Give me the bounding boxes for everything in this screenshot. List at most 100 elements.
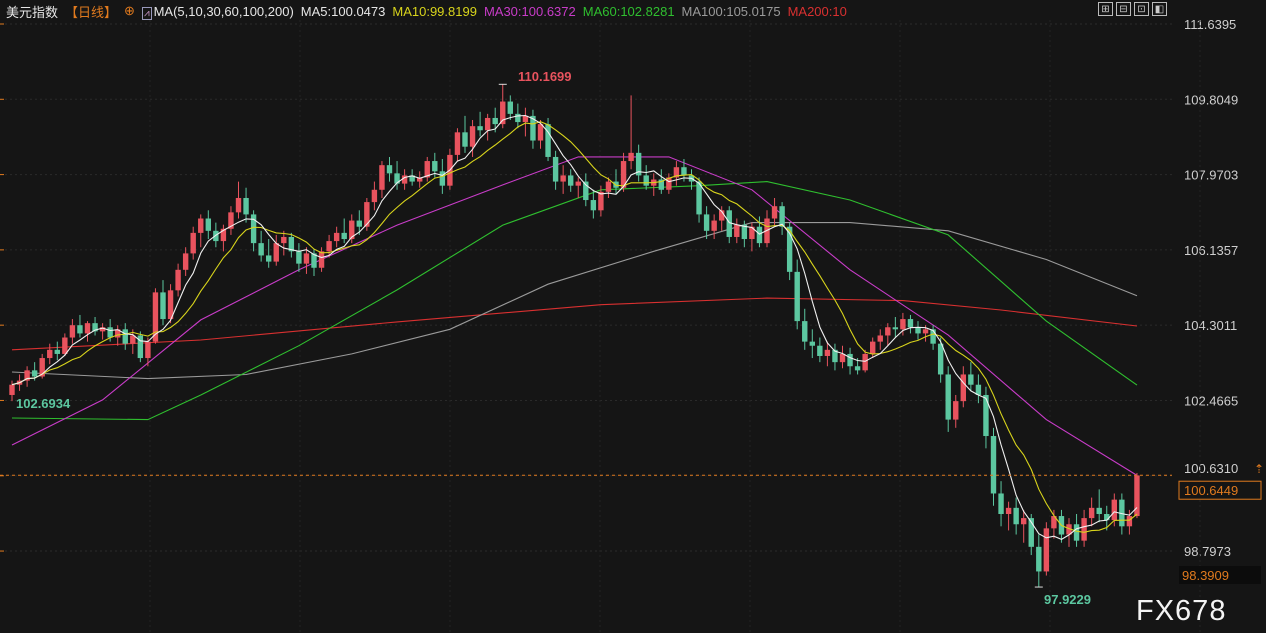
candle-body: [1028, 518, 1034, 547]
candle: [756, 216, 763, 248]
candle: [915, 321, 921, 340]
candle-body: [469, 126, 476, 147]
candle-body: [190, 232, 196, 254]
candle-body: [296, 251, 302, 264]
candle: [764, 210, 770, 248]
start-annotation: 102.6934: [16, 396, 71, 411]
candle: [69, 319, 76, 344]
candle-body: [500, 101, 506, 125]
candle-body: [900, 319, 906, 330]
candle-body: [1111, 499, 1117, 521]
candle: [953, 394, 959, 428]
candle: [1005, 501, 1012, 531]
candle-body: [915, 327, 921, 334]
candle-body: [54, 349, 60, 354]
y-tick-label: 107.9703: [1184, 168, 1238, 183]
candle-body: [205, 218, 211, 231]
candle-body: [77, 325, 83, 334]
candle-body: [817, 345, 823, 356]
candle: [54, 341, 60, 361]
candle-body: [228, 212, 234, 229]
candle-body: [711, 220, 717, 231]
candle: [628, 95, 634, 170]
period-label[interactable]: 【日线】: [65, 4, 118, 20]
ma-params[interactable]: ⩘ MA(5,10,30,60,100,200): [141, 3, 294, 20]
candle-body: [394, 173, 400, 184]
candle-body: [703, 214, 710, 231]
candle-body: [975, 384, 982, 395]
candle: [741, 220, 748, 248]
candle-body: [9, 384, 15, 395]
y-tick-label: 109.8049: [1184, 92, 1238, 107]
candle-body: [658, 179, 664, 190]
candle-body: [635, 152, 642, 176]
current-price-box: [1178, 480, 1262, 500]
candle-body: [379, 165, 385, 190]
candle-body: [1013, 507, 1019, 525]
candle: [817, 337, 823, 363]
candle: [311, 249, 317, 276]
candle: [552, 150, 559, 190]
candle: [847, 347, 853, 375]
bottom-price-box: [1179, 566, 1261, 584]
candle: [318, 247, 325, 272]
candle-body: [786, 226, 793, 272]
candle: [386, 156, 393, 182]
candle-body: [477, 126, 483, 131]
candle-body: [779, 206, 785, 227]
add-indicator-icon[interactable]: ⊕: [124, 3, 135, 18]
prev-icon[interactable]: ◧: [1152, 2, 1167, 16]
candle: [303, 247, 310, 274]
expand-up-icon: ⇡: [1254, 462, 1264, 476]
candle: [288, 232, 295, 258]
candle: [870, 337, 876, 359]
candle-body: [771, 206, 778, 219]
candle-body: [568, 175, 574, 186]
candle-body: [832, 349, 838, 363]
zoom-in-icon[interactable]: ⊞: [1098, 2, 1113, 16]
watermark: FX678: [1136, 595, 1227, 627]
candle: [802, 308, 808, 350]
candle: [885, 323, 891, 346]
candle-body: [847, 353, 853, 367]
candle-body: [432, 161, 438, 172]
candle: [47, 343, 53, 365]
candle: [62, 333, 68, 356]
candle: [907, 314, 914, 334]
step-icon[interactable]: ⊡: [1134, 2, 1149, 16]
y-tick-label: 106.1357: [1184, 243, 1238, 258]
candle-body: [990, 436, 997, 494]
candle-body: [24, 370, 30, 381]
ma5-line: [11, 114, 1138, 541]
candle-body: [1021, 518, 1027, 525]
candle-body: [719, 210, 725, 221]
candle: [635, 144, 642, 182]
candle-body: [333, 232, 340, 242]
candle-body: [364, 202, 370, 227]
candle: [484, 113, 491, 141]
candle: [401, 169, 408, 190]
candle: [1081, 509, 1087, 547]
candle: [371, 181, 378, 211]
candle: [839, 345, 846, 369]
candle-body: [802, 321, 808, 342]
candle-body: [484, 117, 491, 131]
bottom-price-label: 98.3909: [1182, 568, 1229, 583]
y-tick-label: 111.6395: [1184, 17, 1236, 32]
candle: [975, 374, 982, 404]
candle-body: [862, 353, 868, 371]
candle-body: [953, 401, 959, 420]
candle: [590, 189, 597, 219]
ma-params-label: MA(5,10,30,60,100,200): [153, 3, 294, 19]
candle-body: [243, 197, 249, 215]
candle: [771, 197, 778, 227]
candle-body: [492, 117, 498, 125]
candle-body: [590, 200, 597, 211]
high-annotation: 110.1699: [518, 69, 572, 84]
grid-icon[interactable]: ⊟: [1116, 2, 1131, 16]
candle: [356, 210, 362, 235]
ma200-line: [11, 297, 1138, 351]
candle-body: [960, 374, 966, 402]
candle-body: [575, 181, 581, 186]
